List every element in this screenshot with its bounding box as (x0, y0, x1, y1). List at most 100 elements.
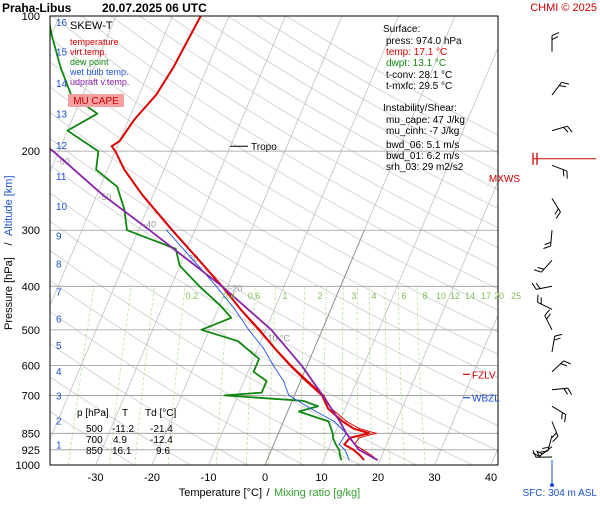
instability-value: bwd_01: 6.2 m/s (386, 151, 459, 162)
table-cell: 850 (86, 446, 103, 457)
series-point (298, 411, 299, 412)
series-point (263, 348, 264, 349)
y-axis-label: Pressure [hPa] (3, 257, 15, 330)
series-point (328, 421, 329, 422)
mixing-ratio-label: 17 (481, 291, 491, 301)
altitude-tick-label: 1 (56, 440, 62, 451)
series-point (283, 380, 284, 381)
series-point (97, 113, 98, 114)
pressure-tick-label: 500 (22, 325, 40, 337)
temperature-tick-label: 30 (428, 472, 440, 484)
mixing-ratio-label: 2 (317, 291, 322, 301)
instability-value: bwd_06: 5.1 m/s (386, 140, 459, 151)
series-point (253, 371, 254, 372)
series-point (358, 449, 359, 450)
series-point (67, 130, 68, 131)
wbzl-label: WBZL (472, 394, 500, 405)
y-axis-label-2: Altitude [km] (3, 175, 15, 236)
series-point (117, 186, 118, 187)
series-point (199, 260, 200, 261)
series-point (362, 449, 363, 450)
series-point (115, 151, 116, 152)
series-point (353, 428, 354, 429)
series-point (51, 34, 52, 35)
series-point (346, 433, 347, 434)
series-point (179, 265, 180, 266)
series-point (359, 428, 360, 429)
x-axis-label: Temperature [°C] (179, 487, 262, 499)
legend-item-1: temperature (70, 37, 119, 47)
altitude-tick-label: 7 (56, 288, 62, 299)
series-point (335, 444, 336, 445)
series-point (369, 433, 370, 434)
x-axis-label-2: Mixing ratio [g/kg] (274, 487, 360, 499)
table-cell: -11.2 (112, 424, 134, 435)
pressure-tick-label: 850 (22, 428, 40, 440)
instability-value: mu_cinh: -7 J/kg (386, 126, 459, 137)
series-point (248, 329, 249, 330)
series-point (201, 329, 202, 330)
altitude-tick-label: 11 (56, 172, 67, 183)
pressure-tick-label: 600 (22, 360, 40, 372)
mixing-ratio-label: 3 (351, 291, 356, 301)
series-point (341, 459, 342, 460)
series-point (111, 146, 112, 147)
series-point (155, 95, 156, 96)
altitude-tick-label: 15 (56, 48, 68, 59)
table-cell: 9.6 (156, 446, 170, 457)
surface-value: dwpt: 13.1 °C (386, 58, 446, 69)
altitude-tick-label: 3 (56, 391, 62, 402)
series-point (173, 67, 174, 68)
series-point (376, 433, 377, 434)
series-point (332, 437, 333, 438)
temperature-tick-label: -20 (144, 472, 160, 484)
series-point (246, 348, 247, 349)
surface-title: Surface: (383, 24, 420, 35)
mixing-ratio-label: 14 (465, 291, 475, 301)
series-point (266, 380, 267, 381)
series-point (261, 392, 262, 393)
convective-value: t-conv: 28.1 °C (386, 70, 452, 81)
altitude-tick-label: 9 (56, 231, 62, 242)
series-point (346, 421, 347, 422)
mixing-ratio-label: 6 (401, 291, 406, 301)
series-point (358, 437, 359, 438)
temperature-tick-label: 20 (372, 472, 384, 484)
table-header: T (122, 408, 128, 419)
altitude-tick-label: 2 (56, 416, 62, 427)
altitude-tick-label: 13 (56, 110, 68, 121)
series-point (344, 449, 345, 450)
mixing-ratio-label: 8 (422, 291, 427, 301)
series-point (306, 380, 307, 381)
table-cell: -12.4 (150, 435, 173, 446)
altitude-tick-label: 5 (56, 341, 62, 352)
series-point (172, 230, 173, 231)
pressure-tick-label: 925 (22, 445, 40, 457)
series-point (199, 286, 200, 287)
series-point (344, 444, 345, 445)
series-point (166, 230, 167, 231)
pressure-tick-label: 200 (22, 146, 40, 158)
series-point (291, 365, 292, 366)
sounding-datetime: 20.07.2025 06 UTC (102, 1, 207, 15)
mixing-ratio-label: 1 (282, 291, 287, 301)
mixing-ratio-label: 0.2 (186, 291, 199, 301)
mixing-ratio-label: 0.6 (248, 291, 261, 301)
table-header: p [hPa] (77, 408, 109, 419)
series-point (339, 421, 340, 422)
mu-cape-badge-label: MU CAPE (73, 96, 119, 107)
series-point (224, 395, 225, 396)
convective-value: t-mxfc: 29.5 °C (386, 81, 452, 92)
surface-marker-dot (550, 483, 554, 487)
surface-value: temp: 17.1 °C (386, 47, 447, 58)
mixing-ratio-label: 20 (494, 291, 504, 301)
altitude-tick-label: 16 (56, 18, 68, 29)
credit-label: CHMI © 2025 (530, 2, 597, 14)
pressure-tick-label: 1000 (16, 460, 40, 472)
series-point (142, 194, 143, 195)
legend-item-2: virt.temp. (70, 47, 107, 57)
altitude-tick-label: 4 (56, 367, 62, 378)
series-point (342, 421, 343, 422)
series-point (134, 119, 135, 120)
